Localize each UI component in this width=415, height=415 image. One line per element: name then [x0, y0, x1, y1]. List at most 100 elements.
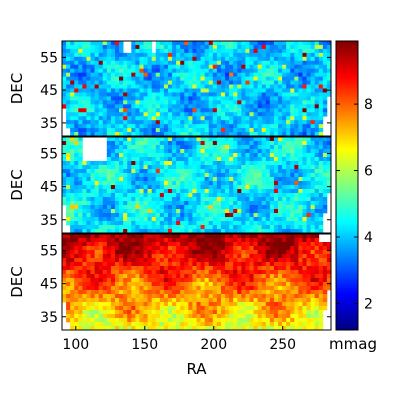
heatmap-cell — [322, 161, 328, 166]
heatmap-cell — [314, 246, 320, 251]
heatmap-cell — [127, 141, 132, 146]
heatmap-cell — [261, 302, 267, 307]
heatmap-cell — [127, 310, 132, 315]
heatmap-cell — [102, 96, 108, 101]
heatmap-cell — [241, 234, 246, 239]
heatmap-cell — [253, 205, 258, 210]
heatmap-cell — [306, 266, 311, 271]
heatmap-cell — [163, 173, 169, 178]
heatmap-cell — [290, 84, 295, 89]
heatmap-cell — [66, 100, 71, 105]
heatmap-cell — [208, 197, 214, 202]
heatmap-cell — [180, 56, 185, 62]
heatmap-cell — [123, 165, 128, 170]
heatmap-cell — [220, 96, 226, 101]
heatmap-cell — [66, 310, 71, 315]
heatmap-cell — [78, 298, 83, 303]
heatmap-cell — [102, 48, 108, 54]
heatmap-cell — [306, 173, 311, 178]
heatmap-cell — [282, 262, 287, 267]
heatmap-cell — [131, 157, 136, 162]
heatmap-cell — [306, 318, 311, 323]
heatmap-cell — [298, 116, 303, 121]
heatmap-cell — [114, 209, 120, 214]
heatmap-cell — [172, 217, 177, 222]
heatmap-cell — [70, 286, 75, 291]
heatmap-cell — [212, 282, 218, 287]
heatmap-cell — [159, 306, 165, 311]
heatmap-cell — [318, 52, 324, 58]
heatmap-cell — [127, 286, 132, 291]
heatmap-cell — [74, 169, 79, 174]
heatmap-cell — [286, 201, 291, 206]
heatmap-cell — [253, 48, 258, 54]
heatmap-cell — [269, 52, 275, 58]
heatmap-cell — [310, 197, 316, 202]
heatmap-cell — [143, 124, 148, 129]
heatmap-cell — [322, 56, 328, 62]
heatmap-cell — [155, 145, 161, 150]
heatmap-cell — [155, 141, 161, 146]
heatmap-cell — [131, 225, 136, 230]
heatmap-cell — [237, 80, 242, 85]
heatmap-cell — [273, 149, 279, 154]
heatmap-cell — [241, 169, 246, 174]
heatmap-cell — [82, 209, 87, 214]
heatmap-cell — [253, 181, 258, 186]
heatmap-cell — [290, 262, 295, 267]
heatmap-cell — [322, 84, 328, 89]
heatmap-cell — [310, 60, 316, 66]
heatmap-cell — [306, 84, 311, 89]
heatmap-cell — [131, 290, 136, 295]
heatmap-cell — [294, 326, 299, 331]
heatmap-cell — [241, 201, 246, 206]
heatmap-cell — [245, 52, 250, 58]
heatmap-cell — [273, 161, 279, 166]
heatmap-cell — [253, 56, 258, 62]
heatmap-cell — [318, 306, 324, 311]
heatmap-cell — [298, 161, 303, 166]
heatmap-cell — [172, 242, 177, 247]
heatmap-cell — [261, 120, 267, 125]
heatmap-cell — [306, 258, 311, 263]
heatmap-cell — [90, 132, 95, 137]
heatmap-cell — [106, 258, 112, 263]
heatmap-cell — [74, 314, 79, 319]
heatmap-cell — [200, 96, 206, 101]
heatmap-cell — [78, 165, 83, 170]
heatmap-cell — [159, 294, 165, 299]
heatmap-cell — [278, 80, 283, 85]
heatmap-cell — [212, 96, 218, 101]
heatmap-cell — [249, 181, 254, 186]
heatmap-cell — [245, 213, 250, 218]
heatmap-cell — [326, 185, 332, 190]
heatmap-cell — [155, 157, 161, 162]
heatmap-cell — [326, 44, 332, 50]
heatmap-cell — [94, 60, 100, 66]
heatmap-cell — [131, 238, 136, 243]
heatmap-cell — [200, 52, 206, 58]
heatmap-cell — [106, 250, 112, 255]
heatmap-cell — [106, 213, 112, 218]
heatmap-cell — [86, 274, 91, 279]
heatmap-cell — [229, 266, 234, 271]
heatmap-cell — [306, 149, 311, 154]
heatmap-cell — [155, 124, 161, 129]
heatmap-cell — [196, 290, 201, 295]
heatmap-cell — [131, 128, 136, 133]
heatmap-cell — [318, 189, 324, 194]
heatmap-cell — [151, 242, 157, 247]
heatmap-cell — [184, 145, 189, 150]
heatmap-cell — [257, 266, 263, 271]
heatmap-cell — [216, 88, 222, 93]
heatmap-cell — [326, 246, 332, 251]
heatmap-cell — [106, 128, 112, 133]
heatmap-cell — [110, 161, 116, 166]
heatmap-cell — [147, 254, 153, 259]
heatmap-cell — [70, 181, 75, 186]
heatmap-cell — [273, 205, 279, 210]
heatmap-cell — [180, 177, 185, 182]
heatmap-cell — [290, 238, 295, 243]
heatmap-cell — [220, 132, 226, 137]
heatmap-cell — [229, 64, 234, 70]
